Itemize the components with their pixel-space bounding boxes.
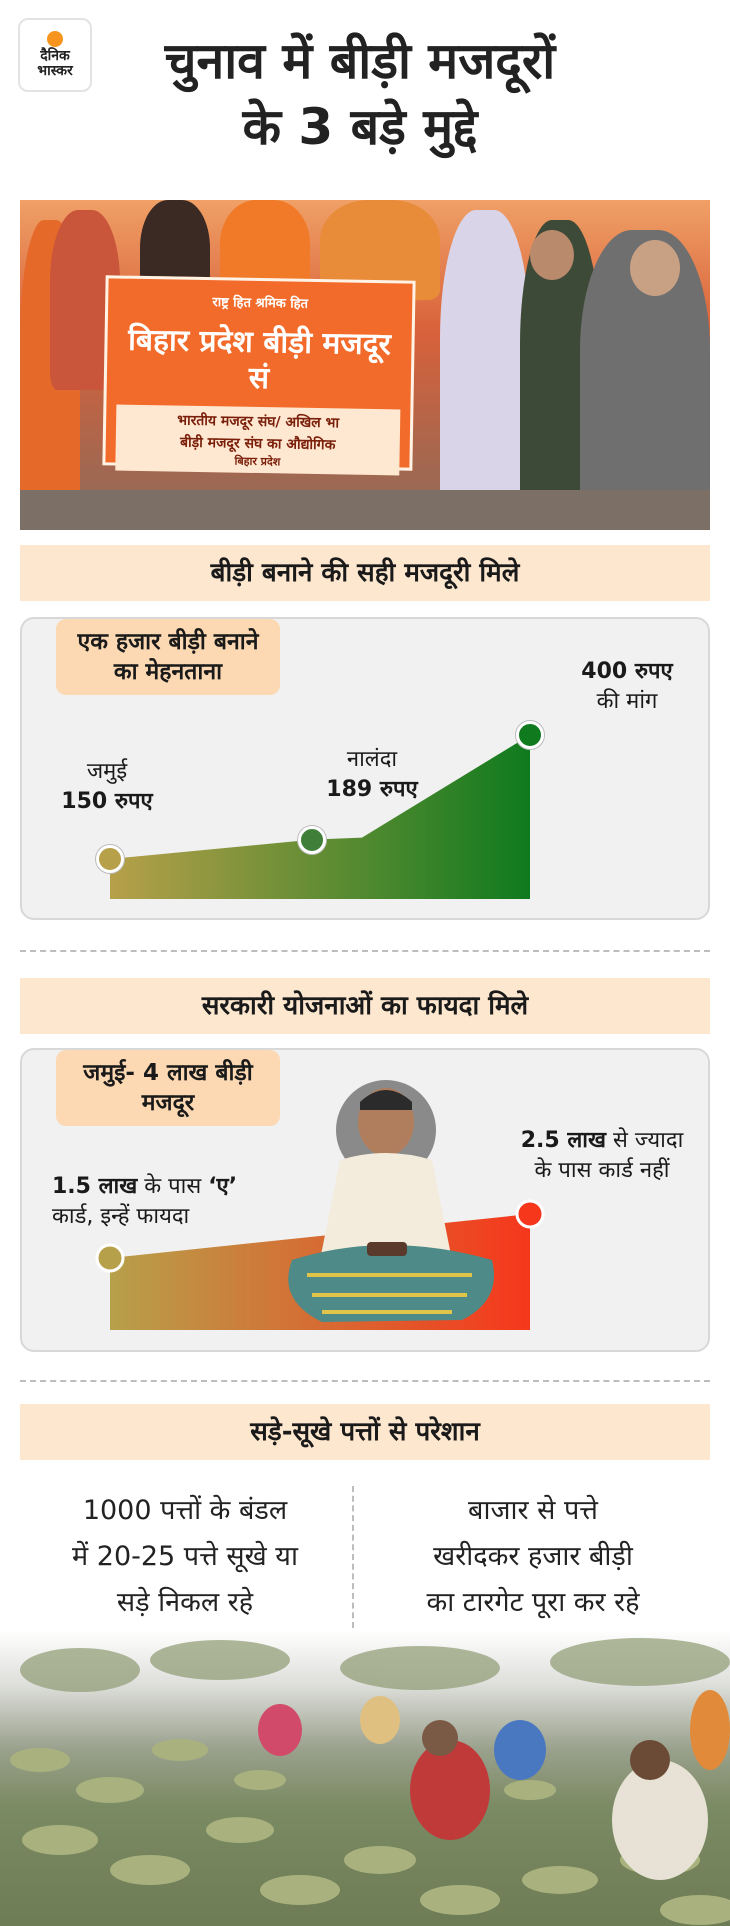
label-demand: 400 रुपए की मांग: [542, 657, 708, 717]
page-title: चुनाव में बीड़ी मजदूरों के 3 बड़े मुद्दे: [100, 28, 620, 160]
face: [530, 230, 574, 280]
logo-line2: भास्कर: [37, 63, 73, 79]
section3-heading: सड़े-सूखे पत्तों से परेशान: [20, 1404, 710, 1460]
left-rest: के पास: [137, 1174, 209, 1199]
section3-right-text: बाजार से पत्ते खरीदकर हजार बीड़ी का टारग…: [368, 1488, 698, 1626]
banner-main: बिहार प्रदेश बीड़ी मजदूर सं: [127, 322, 392, 397]
scheme-point-left: [95, 1243, 125, 1273]
left-text-line: सड़े निकल रहे: [116, 1587, 254, 1618]
banner-sub: भारतीय मजदूर संघ/ अखिल भा बीड़ी मजदूर सं…: [115, 404, 401, 476]
label-demand-place: की मांग: [596, 689, 658, 714]
leaf-field-photo: [0, 1630, 730, 1926]
title-line2: के 3 बड़े मुद्दे: [242, 98, 478, 156]
left-text-line: 1000 पत्तों के बंडल: [82, 1495, 288, 1526]
right-rest: से ज्यादा: [605, 1128, 684, 1153]
label-no-card: 2.5 लाख से ज्यादा के पास कार्ड नहीं: [492, 1126, 708, 1186]
vertical-divider: [352, 1486, 354, 1628]
wage-chart-card: एक हजार बीड़ी बनाने का मेहनताना जमुई 150…: [20, 617, 710, 920]
bidi-tray: [367, 1242, 407, 1256]
banner-top: राष्ट्र हित श्रमिक हित: [212, 295, 309, 312]
label-nalanda: नालंदा 189 रुपए: [297, 745, 447, 805]
scheme-card: जमुई- 4 लाख बीड़ी मजदूर 1.5 लाख के पास ‘…: [20, 1048, 710, 1352]
left-bold: 1.5 लाख: [52, 1174, 138, 1199]
scheme-point-right: [515, 1199, 545, 1229]
face: [630, 240, 680, 296]
right-text-line: का टारगेट पूरा कर रहे: [426, 1587, 640, 1618]
leaf-field-illustration: [10, 1638, 730, 1925]
worker-lungi: [288, 1245, 494, 1322]
protest-photo: राष्ट्र हित श्रमिक हित बिहार प्रदेश बीड़…: [20, 200, 710, 530]
worker-shirt: [320, 1153, 452, 1260]
left-text-line: में 20-25 पत्ते सूखे या: [72, 1541, 298, 1572]
label-nalanda-amount: 189 रुपए: [326, 777, 418, 802]
right-line2: के पास कार्ड नहीं: [534, 1158, 670, 1183]
workers-in-field: [258, 1690, 730, 1880]
label-jamui-amount: 150 रुपए: [61, 789, 153, 814]
label-nalanda-place: नालंदा: [346, 747, 398, 772]
protest-banner: राष्ट्र हित श्रमिक हित बिहार प्रदेश बीड़…: [102, 275, 416, 476]
wage-point-jamui: [96, 845, 124, 873]
section2-tag: जमुई- 4 लाख बीड़ी मजदूर: [56, 1050, 280, 1126]
road: [20, 490, 710, 530]
section1-heading: बीड़ी बनाने की सही मजदूरी मिले: [20, 545, 710, 601]
divider: [20, 950, 710, 952]
label-card-holders: 1.5 लाख के पास ‘ए’ कार्ड, इन्हें फायदा: [52, 1172, 292, 1232]
right-text-line: बाजार से पत्ते: [468, 1495, 598, 1526]
worker-illustration: [288, 1080, 494, 1322]
worker-hair: [360, 1090, 412, 1110]
section3-left-text: 1000 पत्तों के बंडल में 20-25 पत्ते सूखे…: [30, 1488, 340, 1626]
label-jamui: जमुई 150 रुपए: [42, 757, 172, 817]
trees: [20, 1638, 730, 1692]
sun-icon: [47, 31, 63, 47]
logo-line1: दैनिक: [40, 48, 70, 64]
dainik-bhaskar-logo: दैनिक भास्कर: [18, 18, 92, 92]
right-text-line: खरीदकर हजार बीड़ी: [433, 1541, 633, 1572]
title-line1: चुनाव में बीड़ी मजदूरों: [164, 32, 556, 90]
wage-point-demand: [516, 721, 544, 749]
right-bold: 2.5 लाख: [520, 1128, 606, 1153]
wage-area: [110, 735, 530, 899]
section1-tag: एक हजार बीड़ी बनाने का मेहनताना: [56, 619, 280, 695]
left-quote: ‘ए’: [208, 1174, 238, 1199]
crowd-figure: [440, 210, 530, 530]
scheme-chart: [95, 1080, 545, 1330]
label-demand-amount: 400 रुपए: [581, 659, 673, 684]
divider: [20, 1380, 710, 1382]
wage-chart: [110, 735, 530, 899]
section2-heading: सरकारी योजनाओं का फायदा मिले: [20, 978, 710, 1034]
left-line2: कार्ड, इन्हें फायदा: [52, 1204, 190, 1229]
wage-point-nalanda: [298, 825, 326, 854]
lungi-stripes: [307, 1273, 472, 1314]
label-jamui-place: जमुई: [86, 759, 128, 784]
